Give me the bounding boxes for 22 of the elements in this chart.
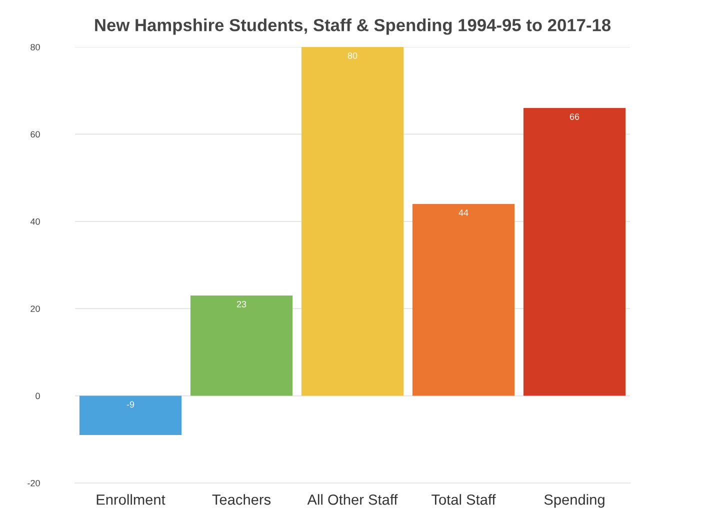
y-tick-label: 80 <box>30 44 40 50</box>
y-tick-label: 60 <box>30 131 40 138</box>
y-tick-label: 20 <box>30 306 40 312</box>
bar <box>79 396 182 436</box>
bar <box>301 47 404 396</box>
y-tick-label: 0 <box>36 392 40 400</box>
bar <box>523 108 626 396</box>
data-label: 23 <box>236 300 246 308</box>
y-tick-label: 40 <box>30 218 40 225</box>
bar <box>190 296 293 396</box>
data-label: -9 <box>126 401 134 408</box>
bar <box>412 204 515 396</box>
x-tick-label: All Other Staff <box>307 494 398 505</box>
data-label: 66 <box>570 114 580 120</box>
y-tick-label: -20 <box>28 480 40 486</box>
x-tick-label: Enrollment <box>96 494 166 505</box>
data-label: 80 <box>348 52 358 59</box>
data-label: 44 <box>458 210 468 216</box>
chart-title: New Hampshire Students, Staff & Spending 1994-95 to 2017-18 <box>95 18 611 35</box>
x-tick-label: Spending <box>544 494 604 508</box>
x-tick-label: Total Staff <box>432 494 496 505</box>
x-tick-label: Teachers <box>212 494 271 505</box>
